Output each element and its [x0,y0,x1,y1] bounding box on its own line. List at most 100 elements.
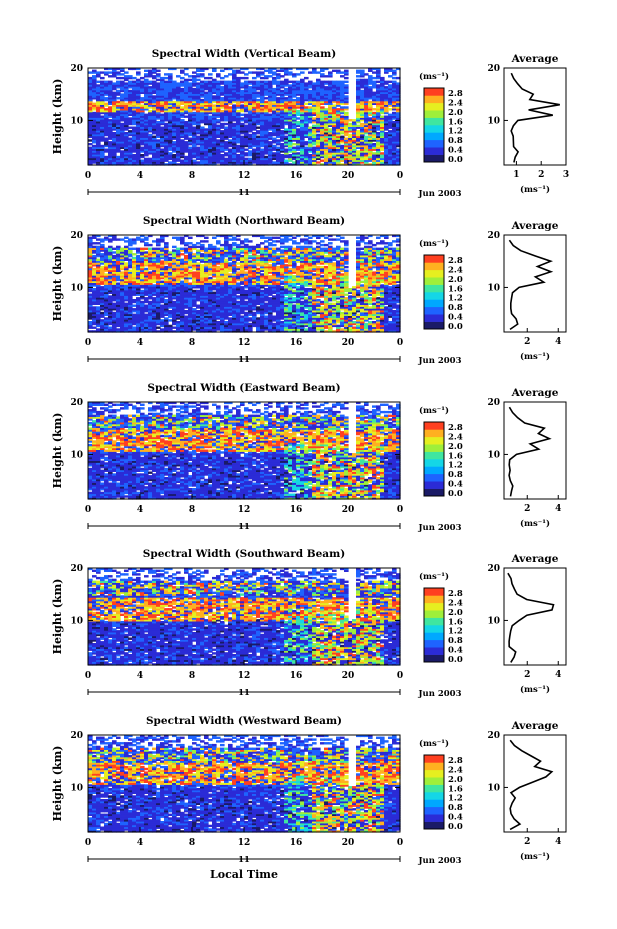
heatmap-cell [364,73,369,75]
heatmap-cell [188,75,193,77]
heatmap-cell [248,323,253,325]
heatmap-cell [192,308,197,310]
heatmap-cell [236,70,241,72]
heatmap-cell [216,321,221,323]
heatmap-cell [272,323,277,325]
heatmap-cell [332,303,337,305]
heatmap-cell [304,310,309,312]
heatmap-cell [384,81,389,83]
heatmap-cell [176,75,181,77]
average-profile: Average10201 2 3(ms⁻¹) [487,53,569,195]
heatmap-cell [120,73,125,75]
heatmap-cell [200,99,205,101]
heatmap-cell [372,92,377,94]
heatmap-cell [304,82,309,84]
heatmap-cell [144,297,149,299]
heatmap-cell [344,77,349,79]
heatmap-cell [360,79,365,81]
heatmap-cell [292,73,297,75]
profile-y-tick-label: 20 [487,64,500,74]
heatmap-cell [244,158,249,160]
heatmap-cell [224,321,229,323]
panel-title: Spectral Width (Vertical Beam) [152,48,336,60]
heatmap-cell [164,317,169,319]
heatmap-cell [104,103,109,105]
heatmap-cell [372,108,377,110]
heatmap-cell [148,134,153,136]
heatmap-cell [368,75,373,77]
heatmap-cell [196,79,201,81]
heatmap-cell [284,160,289,162]
heatmap-cell [104,108,109,110]
heatmap-cell [160,319,165,321]
heatmap-cell [280,130,285,132]
heatmap-cell [244,149,249,151]
heatmap-cell [116,101,121,103]
heatmap-cell [132,77,137,79]
heatmap-cell [388,130,393,132]
heatmap-cell [168,319,173,321]
heatmap-cell [220,123,225,125]
heatmap-cell [356,299,361,301]
y-tick-label: 20 [70,64,83,74]
heatmap-cell [96,84,101,86]
heatmap-cell [88,139,93,141]
heatmap-cell [348,119,353,121]
heatmap-cell [268,132,273,134]
heatmap-cell [272,145,277,147]
heatmap-cell [328,71,333,73]
colorbar-unit: (ms⁻¹) [419,71,449,82]
heatmap-cell [248,134,253,136]
heatmap-cell [372,143,377,145]
heatmap-cell [276,139,281,141]
heatmap-cell [248,158,253,160]
heatmap-cell [316,316,321,318]
heatmap-cell [188,79,193,81]
heatmap-cell [352,327,357,329]
profile-x-tick-label: 2 [538,170,544,180]
heatmap-cell [216,119,221,121]
heatmap-cell [308,71,313,73]
heatmap [88,68,401,166]
heatmap-cell [292,99,297,101]
heatmap-cell [252,132,257,134]
heatmap-cell [120,81,125,83]
heatmap-cell [172,101,177,103]
heatmap-cell [132,308,137,310]
heatmap-cell [224,123,229,125]
heatmap-cell [388,81,393,83]
heatmap-cell [376,84,381,86]
heatmap-cell [292,143,297,145]
heatmap-cell [232,104,237,106]
heatmap-cell [128,127,133,129]
heatmap-cell [384,132,389,134]
heatmap-cell [276,81,281,83]
heatmap-cell [148,110,153,112]
heatmap-cell [180,160,185,162]
heatmap-cell [156,139,161,141]
heatmap [88,235,401,333]
heatmap-cell [272,77,277,79]
heatmap-cell [108,295,113,297]
heatmap-cell [292,147,297,149]
heatmap-cell [144,305,149,307]
heatmap-cell [104,149,109,151]
heatmap-cell [324,75,329,77]
heatmap-cell [92,327,97,329]
heatmap-cell [304,147,309,149]
y-tick-label: 10 [70,116,83,126]
heatmap-cell [312,117,317,119]
heatmap-cell [144,314,149,316]
heatmap-cell [352,321,357,323]
heatmap-cell [132,81,137,83]
heatmap-cell [364,79,369,81]
heatmap-cell [244,301,249,303]
heatmap-cell [136,297,141,299]
heatmap-cell [280,90,285,92]
heatmap-cell [256,71,261,73]
heatmap-cell [368,321,373,323]
heatmap-cell [224,141,229,143]
heatmap-cell [204,77,209,79]
heatmap-cell [184,73,189,75]
heatmap-cell [236,77,241,79]
